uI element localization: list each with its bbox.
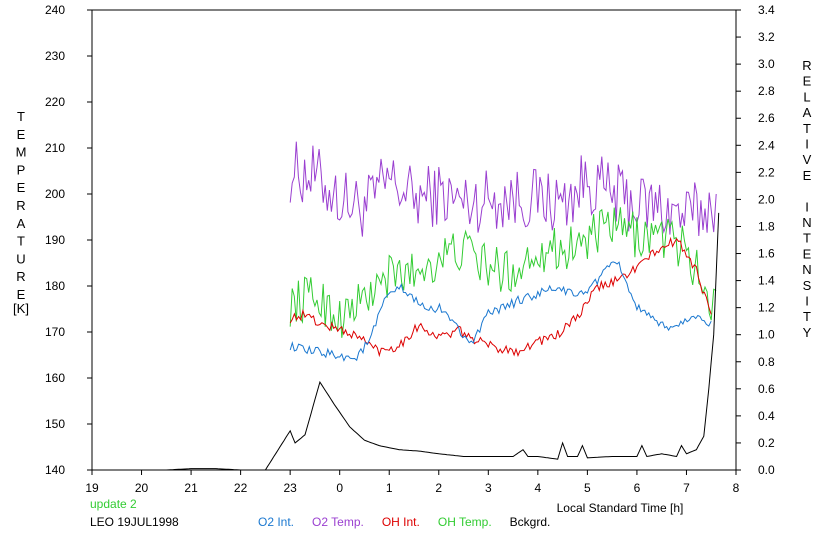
y-right-label-letter: E [803, 168, 812, 183]
station-date: LEO 19JUL1998 [90, 515, 179, 529]
y-right-label-letter: E [803, 246, 812, 261]
series-line-bckgrd [136, 212, 720, 471]
y-left-label-letter: A [17, 216, 26, 231]
x-tick-label: 23 [283, 481, 297, 495]
y-right-label-letter: A [803, 105, 812, 120]
x-tick-label: 7 [683, 481, 690, 495]
y-right-tick-label: 0.4 [758, 409, 775, 423]
series-line-oh-temp [289, 207, 717, 338]
x-tick-label: 19 [85, 481, 99, 495]
y-left-tick-label: 240 [45, 3, 65, 17]
y-left-label-letter: T [17, 234, 25, 249]
y-right-tick-label: 1.0 [758, 328, 775, 342]
y-right-label-letter: V [803, 152, 812, 167]
y-left-tick-label: 190 [45, 233, 65, 247]
x-tick-label: 20 [135, 481, 149, 495]
legend: O2 Int. O2 Temp. OH Int. OH Temp. Bckgrd. [258, 515, 550, 529]
y-right-tick-label: 2.4 [758, 138, 775, 152]
y-left-label-letter: E [17, 127, 26, 142]
series-line-o2-temp [289, 141, 717, 237]
y-right-label-letter: S [803, 278, 812, 293]
x-tick-label: 5 [584, 481, 591, 495]
x-axis-label: Local Standard Time [h] [557, 501, 684, 515]
x-tick-label: 1 [386, 481, 393, 495]
x-tick-label: 6 [634, 481, 641, 495]
y-left-unit: [K] [13, 301, 29, 316]
y-right-label-letter: I [805, 199, 809, 214]
legend-item: Bckgrd. [509, 515, 551, 529]
y-right-label-letter: E [803, 74, 812, 89]
y-right-label-letter: T [803, 309, 811, 324]
y-right-label-letter: T [803, 121, 811, 136]
x-tick-label: 21 [184, 481, 198, 495]
x-tick-label: 0 [336, 481, 343, 495]
y-left-tick-label: 170 [45, 325, 65, 339]
y-right-tick-label: 1.2 [758, 301, 775, 315]
x-tick-label: 22 [234, 481, 248, 495]
y-left-label-letter: E [17, 287, 26, 302]
y-left-tick-label: 150 [45, 417, 65, 431]
series-layer [136, 141, 720, 471]
y-left-tick-label: 230 [45, 49, 65, 63]
y-right-label-letter: I [805, 294, 809, 309]
y-left-tick-label: 210 [45, 141, 65, 155]
legend-item: O2 Temp. [312, 515, 364, 529]
x-tick-label: 8 [733, 481, 740, 495]
x-tick-label: 4 [535, 481, 542, 495]
y-right-tick-label: 0.8 [758, 355, 775, 369]
y-right-tick-label: 1.6 [758, 247, 775, 261]
y-left-tick-label: 140 [45, 463, 65, 477]
y-right-tick-label: 2.2 [758, 165, 775, 179]
y-right-tick-label: 2.0 [758, 192, 775, 206]
y-left-label-letter: P [17, 162, 26, 177]
y-right-tick-label: 3.4 [758, 3, 775, 17]
y-right-label-letter: T [803, 231, 811, 246]
y-right-label-letter: N [802, 262, 811, 277]
y-left-label-letter: U [16, 251, 25, 266]
series-line-o2-int [289, 261, 712, 362]
x-tick-label: 3 [485, 481, 492, 495]
y-right-tick-label: 0.6 [758, 382, 775, 396]
y-right-label-letter: L [803, 89, 810, 104]
y-left-tick-label: 200 [45, 187, 65, 201]
axes: 19 20 21 22 23 0 1 2 3 4 5 6 7 8140150160170180190200… [45, 3, 775, 495]
y-right-tick-label: 3.2 [758, 30, 775, 44]
y-right-label-letter: R [802, 58, 811, 73]
plot-frame [91, 9, 737, 471]
y-left-tick-label: 180 [45, 279, 65, 293]
y-right-tick-label: 2.6 [758, 111, 775, 125]
y-right-tick-label: 1.4 [758, 274, 775, 288]
y-left-label-letter: T [17, 109, 25, 124]
y-left-tick-label: 220 [45, 95, 65, 109]
y-right-label-letter: N [802, 215, 811, 230]
y-right-tick-label: 2.8 [758, 84, 775, 98]
y-left-label-letter: R [16, 269, 25, 284]
legend-item: OH Temp. [437, 515, 492, 529]
y-left-label-letter: R [16, 198, 25, 213]
legend-item: O2 Int. [258, 515, 295, 529]
y-right-tick-label: 3.0 [758, 57, 775, 71]
x-tick-label: 2 [435, 481, 442, 495]
series-line-oh-int [289, 236, 712, 358]
y-left-tick-label: 160 [45, 371, 65, 385]
update-label: update 2 [90, 497, 137, 511]
y-right-label-letter: Y [803, 325, 812, 340]
y-right-tick-label: 1.8 [758, 219, 775, 233]
legend-item: OH Int. [381, 515, 420, 529]
y-left-label-letter: M [16, 145, 27, 160]
y-right-tick-label: 0.0 [758, 463, 775, 477]
y-left-label-letter: E [17, 180, 26, 195]
y-right-tick-label: 0.2 [758, 436, 775, 450]
y-right-label-letter: I [805, 137, 809, 152]
